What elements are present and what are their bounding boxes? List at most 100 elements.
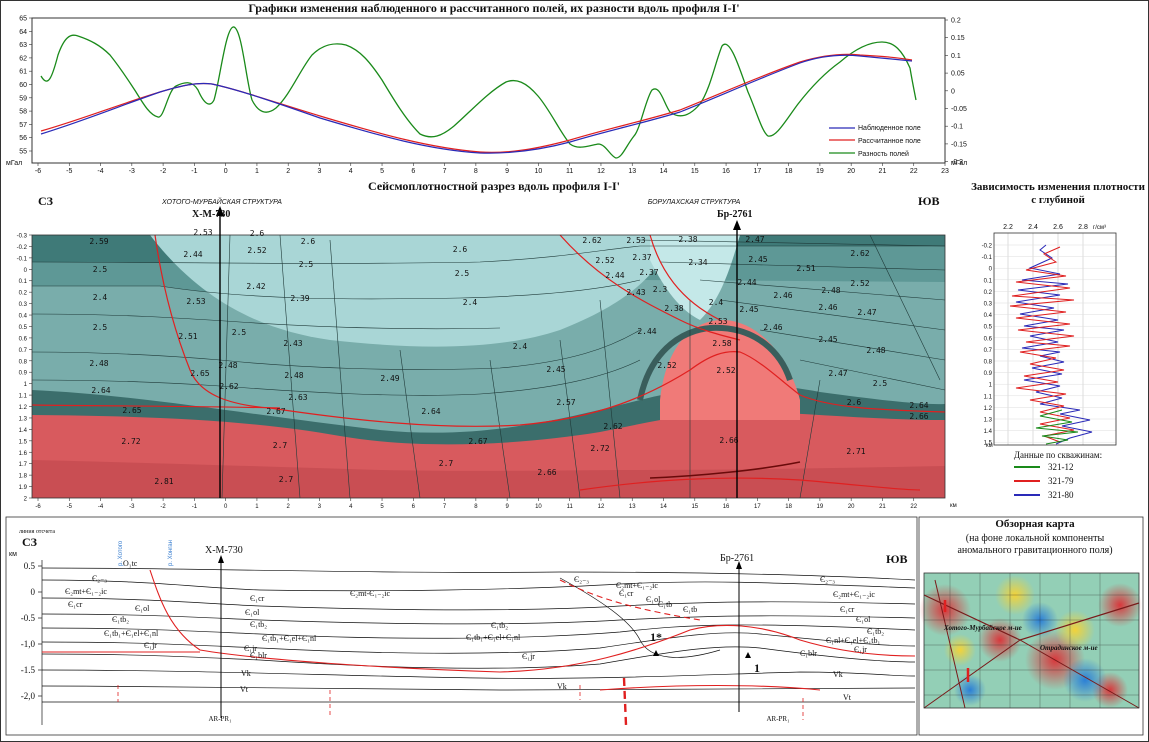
top-x-tick-label: 22 [910,168,918,175]
top-y-left-tick-label: 63 [19,42,27,49]
geo-layer-label: Є₂₋₃ [820,575,835,584]
density-value: 2.4 [463,298,478,307]
top-chart: Графики изменения наблюденного и рассчит… [6,1,967,175]
top-x-tick-label: 14 [660,168,668,175]
geo-section-frame [5,516,918,736]
density-y-tick-label: -0.2 [982,244,993,250]
section-y-tick-label: 0 [24,268,28,274]
density-value: 2.53 [626,236,645,245]
section-y-tick-label: 1.1 [19,394,28,400]
basement-right-label: AR-PR₁ [766,715,789,723]
section-x-tick-label: 6 [412,504,416,510]
well-curve-321-80 [1015,244,1093,445]
section-x-tick-label: -2 [160,504,166,510]
well-curve-321-79 [1009,246,1075,443]
density-value: 2.34 [688,258,707,267]
top-x-tick-label: 10 [535,168,543,175]
density-y-tick-label: 0 [989,267,993,273]
top-y-right-tick-label: 0.05 [951,71,965,78]
density-value: 2.47 [857,308,876,317]
density-x-tick-label: 2.2 [1003,224,1013,231]
geo-layer-label: O₁tc [123,559,138,568]
top-x-tick-label: 1 [255,168,259,175]
top-x-tick-label: -3 [129,168,135,175]
density-value: 2.57 [556,398,575,407]
map-label-left: Хотого-Мурбайское м-ие [943,624,1022,632]
left-unit: мГал [6,160,22,167]
geo-well-right-label: Бр-2761 [720,553,754,564]
density-value: 2.45 [546,365,565,374]
section-x-tick-label: 11 [567,504,574,510]
top-y-left-tick-label: 61 [19,69,27,76]
density-value: 2.52 [716,366,735,375]
top-x-tick-label: 16 [722,168,730,175]
wells-legend-title: Данные по скважинам: [1014,450,1102,460]
section-x-tick-label: 9 [505,504,509,510]
density-value: 2.63 [288,393,307,402]
section-x-tick-label: 7 [443,504,447,510]
density-value: 2.59 [89,237,108,246]
top-x-tick-label: -1 [191,168,197,175]
top-x-tick-label: 6 [411,168,415,175]
density-value: 2.48 [866,346,885,355]
section-left-side: СЗ [38,194,53,208]
top-chart-frame [31,17,946,164]
geo-layer-label: Є₁ol [135,604,150,613]
density-value: 2.52 [595,256,614,265]
top-x-tick-label: 3 [318,168,322,175]
density-value: 2.5 [93,265,108,274]
top-y-left-tick-label: 57 [19,122,27,129]
section-x-tick-label: 21 [879,504,886,510]
structure-right-label: БОРУЛАХСКАЯ СТРУКТУРА [648,199,741,206]
density-value: 2.62 [582,236,601,245]
density-x-tick-label: 2.8 [1078,224,1088,231]
geo-layer-label: Є₁tb₂ [112,615,129,624]
right-unit: мГал [951,160,967,167]
top-x-tick-label: 17 [753,168,761,175]
section-x-tick-label: 13 [629,504,636,510]
density-value: 2.6 [301,237,316,246]
density-x-tick-label: 2.4 [1028,224,1038,231]
geo-layer-label: Є₁tb₂ [867,627,884,636]
top-x-tick-label: 19 [816,168,824,175]
geo-layer-label: Є₁tb₁+Є₁el+Є₁nl [104,629,159,638]
density-value: 2.52 [247,246,266,255]
geo-layer-label: Є₁ol [245,608,260,617]
top-chart-legend: Наблюденное поле Рассчитанное поле Разно… [826,120,943,160]
section-x-tick-label: 1 [255,504,259,510]
density-value: 2.37 [632,253,651,262]
density-value: 2.44 [637,327,656,336]
density-section: Сейсмоплотностной разрез вдоль профиля I… [17,179,957,510]
legend-label-calculated: Рассчитанное поле [858,138,921,145]
legend-label-observed: Наблюденное поле [858,124,921,132]
density-value: 2.38 [678,235,697,244]
density-value: 2.46 [773,291,792,300]
density-value: 2.51 [796,264,815,273]
section-y-tick-label: 1.3 [19,416,28,422]
density-y-tick-label: 0.9 [984,371,993,377]
well-curve-321-12 [1035,409,1079,445]
top-x-tick-label: -5 [66,168,72,175]
section-y-tick-label: 0.8 [19,359,28,365]
density-value: 2.66 [909,412,928,421]
section-frame [31,234,946,499]
observed-curve [40,54,913,154]
section-x-tick-label: 14 [660,504,667,510]
density-value: 2.43 [626,288,645,297]
geo-layer-label: Vk [241,669,251,678]
geo-layer-label: Є₂mt-Є₁₋₂ic [350,589,390,598]
section-x-tick-label: 5 [380,504,384,510]
top-x-tick-label: 0 [224,168,228,175]
density-value: 2.49 [380,374,399,383]
well-arrow-icon [733,220,741,230]
density-value: 2.6 [453,245,468,254]
density-value: 2.42 [246,282,265,291]
geo-layer-label: Є₁tb₁+Є₁el+Є₁nl [262,634,317,643]
density-value: 2.53 [708,317,727,326]
geo-layer-label: Є₂mt+Є₁₋₂ic [833,590,875,599]
geo-right-side: ЮВ [886,552,908,566]
section-x-tick-label: -4 [98,504,104,510]
density-value: 2.7 [273,441,288,450]
top-x-tick-label: 12 [597,168,605,175]
